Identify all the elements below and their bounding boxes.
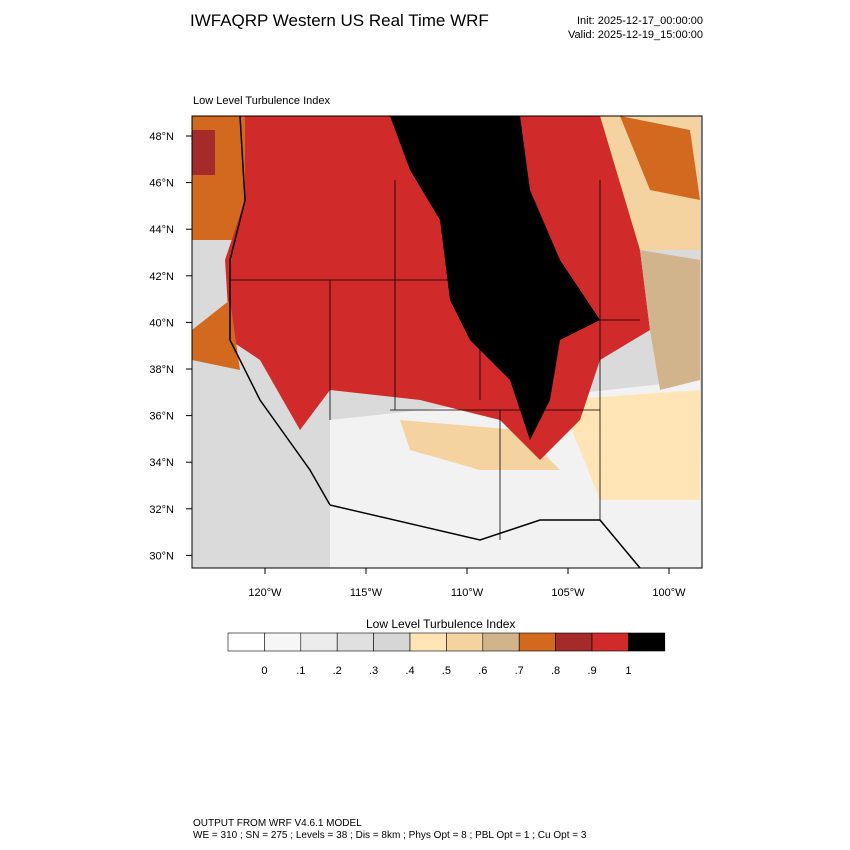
- colorbar-box: [628, 632, 666, 652]
- map-field: [192, 116, 702, 568]
- lat-label: 46°N: [149, 178, 174, 190]
- colorbar-box: [446, 632, 484, 652]
- lat-label: 32°N: [149, 504, 174, 516]
- lat-label: 36°N: [149, 411, 174, 423]
- colorbar-label: .8: [551, 665, 560, 677]
- footer-line: WE = 310 ; SN = 275 ; Levels = 38 ; Dis …: [193, 830, 587, 841]
- colorbar-label: 0: [261, 665, 267, 677]
- map-subtitle: Low Level Turbulence Index: [193, 95, 330, 107]
- lon-label: 115°W: [350, 587, 383, 599]
- lat-label: 38°N: [149, 364, 174, 376]
- colorbar-box: [373, 632, 411, 652]
- colorbar-box: [227, 632, 265, 652]
- lat-label: 42°N: [149, 271, 174, 283]
- colorbar-label: .2: [333, 665, 342, 677]
- lon-label: 100°W: [652, 587, 686, 599]
- colorbar-box: [555, 632, 593, 652]
- colorbar-label: .4: [405, 665, 414, 677]
- valid-time: Valid: 2025-12-19_15:00:00: [568, 29, 703, 41]
- colorbar-box: [300, 632, 338, 652]
- colorbar-label: .6: [478, 665, 487, 677]
- colorbar-box: [518, 632, 556, 652]
- colorbar-box: [336, 632, 374, 652]
- footer-line: OUTPUT FROM WRF V4.6.1 MODEL: [193, 818, 362, 829]
- lon-label: 110°W: [451, 587, 484, 599]
- lat-label: 40°N: [149, 317, 174, 329]
- colorbar-box: [482, 632, 520, 652]
- lon-label: 105°W: [551, 587, 585, 599]
- colorbar-label: .1: [296, 665, 305, 677]
- colorbar-label: 1: [625, 665, 631, 677]
- colorbar-label: .3: [369, 665, 378, 677]
- colorbar-box: [591, 632, 629, 652]
- colorbar-label: .5: [442, 665, 451, 677]
- colorbar-label: .7: [515, 665, 524, 677]
- title: IWFAQRP Western US Real Time WRF: [190, 11, 489, 30]
- lat-label: 44°N: [149, 224, 174, 236]
- lat-label: 30°N: [149, 550, 174, 562]
- colorbar-box: [264, 632, 302, 652]
- init-time: Init: 2025-12-17_00:00:00: [577, 15, 703, 27]
- lat-label: 48°N: [149, 131, 174, 143]
- colorbar-title: Low Level Turbulence Index: [366, 617, 515, 631]
- colorbar-box: [409, 632, 447, 652]
- lat-label: 34°N: [149, 457, 174, 469]
- colorbar-label: .9: [587, 665, 596, 677]
- map-frame: [191, 115, 703, 569]
- lon-label: 120°W: [248, 587, 282, 599]
